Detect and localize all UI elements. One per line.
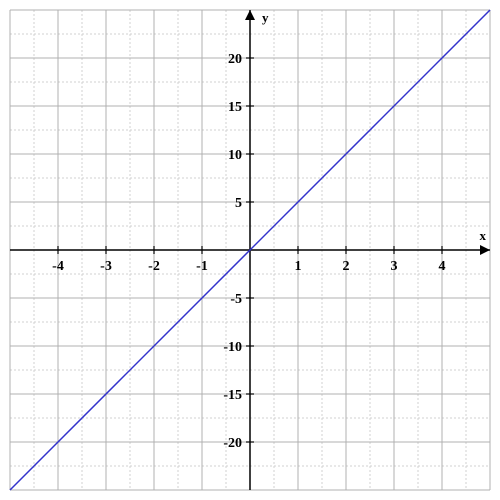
x-tick-label: 1 [295,259,302,274]
x-tick-label: -1 [196,259,208,274]
x-tick-label: 2 [343,259,350,274]
x-tick-label: -3 [100,259,112,274]
y-tick-label: 5 [235,196,242,211]
x-axis-label: x [480,228,487,243]
y-tick-label: -5 [230,292,242,307]
y-axis-label: y [262,10,269,25]
y-tick-label: -10 [223,340,242,355]
y-tick-label: -20 [223,436,242,451]
y-tick-label: 20 [228,52,242,67]
y-axis-arrow [245,10,255,20]
x-tick-label: 4 [439,259,446,274]
y-tick-label: 15 [228,100,242,115]
x-tick-label: -4 [52,259,64,274]
x-tick-label: -2 [148,259,160,274]
y-tick-label: 10 [228,148,242,163]
x-tick-label: 3 [391,259,398,274]
y-tick-label: -15 [223,388,242,403]
line-chart: -4 -3 -2 -1 1 2 3 4 -20 -15 -10 -5 5 10 15 20 x y [0,0,500,500]
x-axis-arrow [480,245,490,255]
